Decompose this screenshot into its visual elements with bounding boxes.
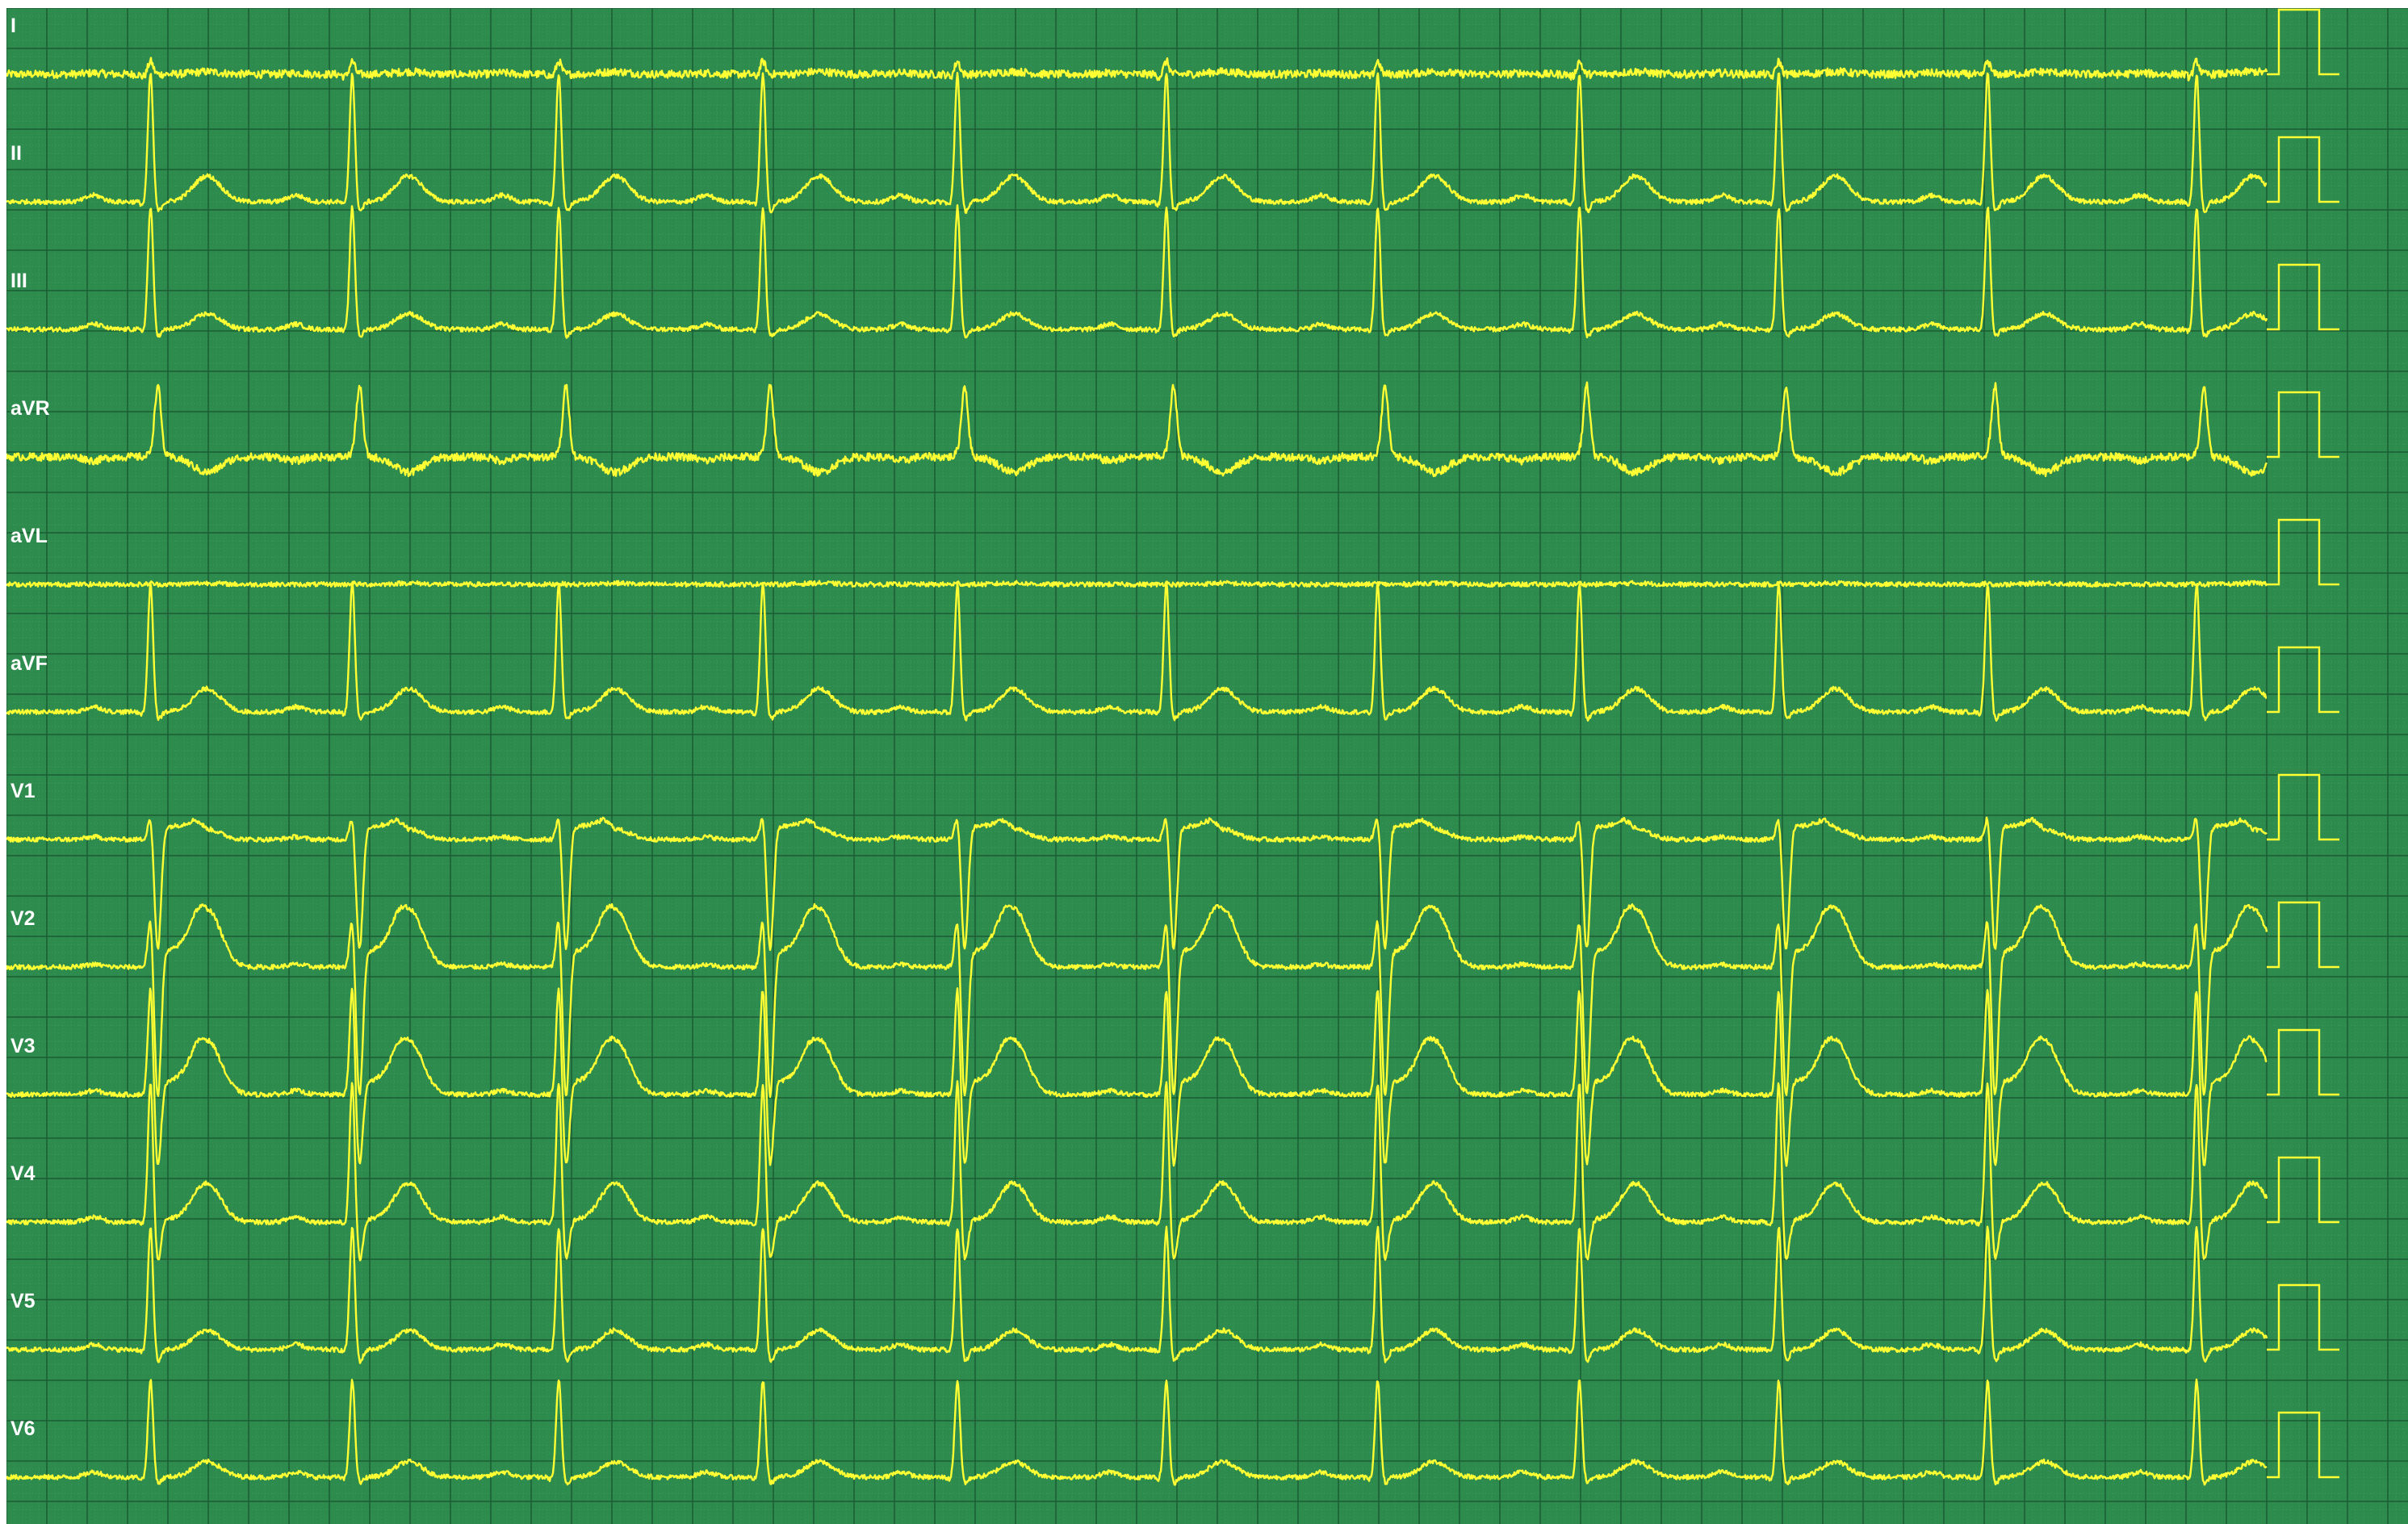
calibration-pulse-v1 — [2267, 773, 2339, 841]
lead-label-v3: V3 — [10, 1035, 36, 1057]
ecg-trace-v3 — [6, 987, 2268, 1167]
lead-label-avl: aVL — [10, 525, 48, 547]
calibration-pulse-i — [2267, 8, 2339, 76]
lead-label-avf: aVF — [10, 652, 48, 675]
calibration-pulse-v2 — [2267, 901, 2339, 969]
grid-minor-lines — [6, 8, 2408, 1524]
ecg-chart — [6, 8, 2408, 1524]
ecg-trace-iii — [6, 204, 2268, 339]
ecg-trace-avl — [6, 580, 2268, 588]
calibration-pulse-avr — [2267, 391, 2339, 458]
calibration-pulse-avf — [2267, 646, 2339, 714]
grid-major — [6, 8, 2408, 1524]
lead-label-iii: III — [10, 270, 27, 292]
lead-label-v1: V1 — [10, 780, 36, 802]
calibration-pulses — [2267, 8, 2339, 1479]
lead-label-avr: aVR — [10, 397, 50, 420]
calibration-pulse-ii — [2267, 136, 2339, 203]
calibration-pulse-iii — [2267, 263, 2339, 331]
ecg-trace-v5 — [6, 1225, 2268, 1364]
ecg-trace-i — [6, 57, 2268, 82]
ecg-trace-avf — [6, 580, 2268, 722]
lead-label-v2: V2 — [10, 907, 36, 930]
ecg-trace-v6 — [6, 1378, 2268, 1486]
calibration-pulse-v4 — [2267, 1156, 2339, 1224]
calibration-pulse-v6 — [2267, 1411, 2339, 1479]
lead-label-v4: V4 — [10, 1162, 36, 1185]
lead-label-ii: II — [10, 142, 22, 165]
ecg-traces — [6, 57, 2268, 1486]
calibration-pulse-v5 — [2267, 1283, 2339, 1351]
ecg-strip-panel: I II III aVR aVL aVF V1 V2 V3 V4 V5 V6 — [6, 8, 2408, 1524]
ecg-trace-v1 — [6, 816, 2268, 952]
lead-label-v6: V6 — [10, 1417, 36, 1440]
lead-label-i: I — [10, 15, 16, 37]
lead-label-v5: V5 — [10, 1290, 36, 1313]
grid-minor — [6, 8, 2408, 1524]
ecg-trace-ii — [6, 72, 2268, 214]
ecg-trace-v2 — [6, 902, 2268, 1099]
grid-major-lines — [6, 8, 2408, 1524]
ecg-trace-v4 — [6, 1080, 2268, 1262]
ecg-trace-avr — [6, 381, 2268, 478]
calibration-pulse-v3 — [2267, 1028, 2339, 1096]
calibration-pulse-avl — [2267, 518, 2339, 586]
